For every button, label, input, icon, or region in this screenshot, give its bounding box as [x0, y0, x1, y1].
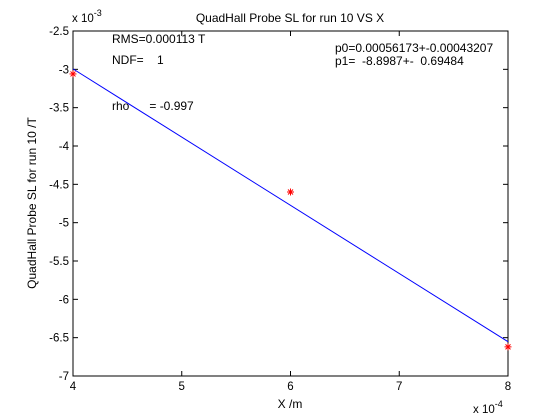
- x-tick-label: 5: [179, 381, 185, 393]
- y-tick-label: -7: [59, 371, 69, 383]
- y-tick-label: -3: [59, 64, 69, 76]
- data-point: [287, 188, 294, 196]
- marker-stroke: [287, 189, 294, 195]
- annotation-ndf: NDF= 1: [112, 53, 164, 67]
- annotation-p0: p0=0.00056173+-0.00043207: [335, 41, 493, 55]
- y-axis-label: QuadHall Probe SL for run 10 /T: [25, 117, 39, 289]
- data-point: [69, 70, 77, 78]
- chart-title: QuadHall Probe SL for run 10 VS X: [196, 11, 384, 25]
- fit-line: [72, 68, 509, 343]
- y-tick-label: -4: [59, 141, 70, 153]
- x-tick-label: 6: [287, 381, 293, 393]
- y-tick-label: -4.5: [49, 179, 69, 191]
- annotation-rms: RMS=0.000113 T: [112, 32, 206, 46]
- y-tick-label: -5: [59, 218, 69, 230]
- x-axis-label: X /m: [278, 397, 303, 411]
- y-multiplier: x 10-3: [72, 8, 102, 25]
- data-points: [69, 70, 512, 351]
- plot-area: [72, 30, 509, 377]
- annotation-p1: p1= -8.8987+- 0.69484: [335, 54, 464, 68]
- y-tick-label: -6.5: [49, 333, 69, 345]
- annotation-rho: rho = -0.997: [112, 99, 194, 113]
- x-tick-label: 4: [70, 381, 77, 393]
- data-point: [504, 343, 512, 351]
- y-tick-label: -2.5: [49, 26, 69, 38]
- y-tick-label: -3.5: [49, 103, 69, 115]
- fit-line-group: [72, 68, 509, 343]
- marker-stroke: [505, 344, 511, 350]
- y-tick-label: -6: [59, 294, 69, 306]
- x-tick-label: 8: [505, 381, 511, 393]
- x-tick-label: 7: [396, 381, 402, 393]
- x-multiplier: x 10-4: [473, 399, 503, 416]
- marker-stroke: [70, 71, 76, 77]
- y-tick-label: -5.5: [49, 256, 69, 268]
- axis-ticks: 4 5 6 7 8 -7 -6.5 -6 -5.5 -5 -4.5 -4 -3.5 -3 -2.5: [49, 26, 511, 393]
